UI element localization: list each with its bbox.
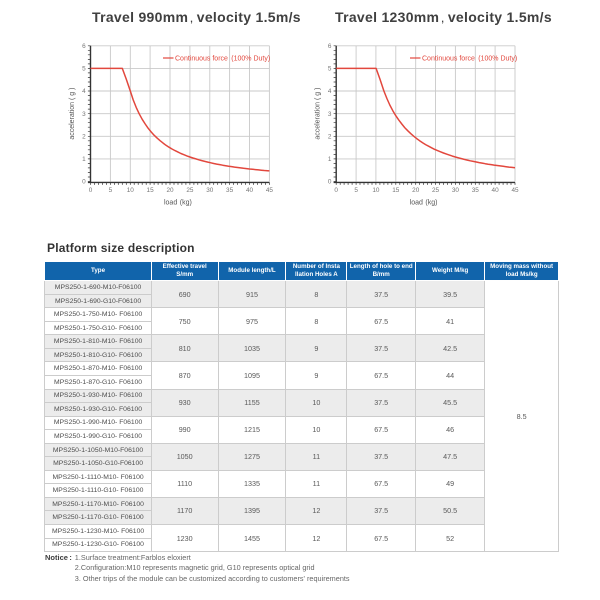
svg-text:35: 35 <box>226 187 234 194</box>
svg-text:4: 4 <box>82 88 86 95</box>
svg-text:30: 30 <box>452 187 460 194</box>
svg-text:5: 5 <box>328 66 332 73</box>
svg-text:acceleration ( g ): acceleration ( g ) <box>69 88 76 140</box>
svg-text:0: 0 <box>89 187 93 194</box>
svg-text:35: 35 <box>472 187 480 194</box>
svg-text:1: 1 <box>82 156 86 163</box>
svg-text:25: 25 <box>186 187 194 194</box>
svg-text:10: 10 <box>372 187 380 194</box>
svg-text:45: 45 <box>511 187 519 194</box>
svg-text:45: 45 <box>266 187 274 194</box>
svg-text:load (kg): load (kg) <box>410 200 438 207</box>
svg-text:Continuous force (100% Duty): Continuous force (100% Duty) <box>175 55 270 62</box>
svg-text:10: 10 <box>127 187 135 194</box>
svg-text:30: 30 <box>206 187 214 194</box>
svg-text:15: 15 <box>147 187 155 194</box>
svg-text:5: 5 <box>354 187 358 194</box>
svg-text:2: 2 <box>328 134 332 141</box>
svg-text:2: 2 <box>82 134 86 141</box>
svg-text:4: 4 <box>328 88 332 95</box>
svg-text:40: 40 <box>492 187 500 194</box>
svg-text:40: 40 <box>246 187 254 194</box>
svg-text:Continuous force (100% Duty): Continuous force (100% Duty) <box>422 55 517 62</box>
svg-text:20: 20 <box>166 187 174 194</box>
svg-text:3: 3 <box>82 111 86 118</box>
svg-text:20: 20 <box>412 187 420 194</box>
svg-text:15: 15 <box>392 187 400 194</box>
svg-text:6: 6 <box>328 43 332 50</box>
svg-text:6: 6 <box>82 43 86 50</box>
svg-text:5: 5 <box>82 66 86 73</box>
svg-text:0: 0 <box>82 179 86 186</box>
svg-text:1: 1 <box>328 156 332 163</box>
svg-text:acceleration ( g ): acceleration ( g ) <box>315 88 322 140</box>
svg-text:load (kg): load (kg) <box>164 200 192 207</box>
svg-text:25: 25 <box>432 187 440 194</box>
svg-text:3: 3 <box>328 111 332 118</box>
svg-text:0: 0 <box>328 179 332 186</box>
svg-text:5: 5 <box>109 187 113 194</box>
svg-text:0: 0 <box>334 187 338 194</box>
